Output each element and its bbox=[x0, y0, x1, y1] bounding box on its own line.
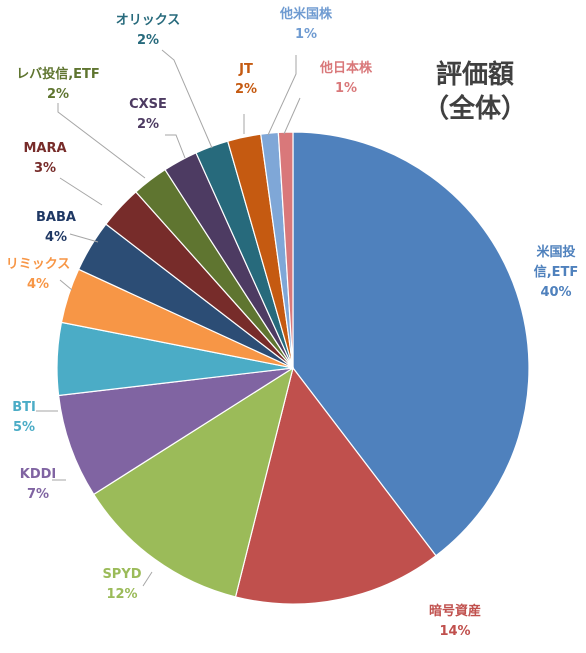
slice-name-4: BTI bbox=[12, 400, 36, 415]
slice-name-11: JT bbox=[238, 62, 253, 77]
pie-slice-3 bbox=[57, 367, 294, 496]
leader-line-9 bbox=[165, 134, 186, 159]
slice-name-2: SPYD bbox=[102, 567, 141, 582]
slice-name-7: MARA bbox=[23, 141, 66, 156]
slice-pct-0: 40% bbox=[540, 285, 571, 300]
leader-line-10 bbox=[161, 49, 213, 149]
slice-name-0: 信,ETF bbox=[534, 264, 579, 280]
slice-label-13: 他日本株 1% bbox=[319, 60, 373, 96]
slice-label-10: オリックス 2% bbox=[116, 13, 181, 48]
slice-pct-11: 2% bbox=[235, 82, 257, 97]
slice-name-8: レバ投信,ETF bbox=[16, 66, 100, 82]
slice-pct-2: 12% bbox=[106, 587, 137, 602]
slice-label-11: JT 2% bbox=[235, 62, 257, 97]
slice-name-3: KDDI bbox=[20, 467, 57, 482]
slice-name-6: BABA bbox=[36, 210, 76, 225]
slice-name-10: オリックス bbox=[116, 13, 181, 28]
slice-pct-5: 4% bbox=[27, 277, 49, 292]
leader-line-7 bbox=[59, 177, 103, 206]
slice-pct-6: 4% bbox=[45, 230, 67, 245]
chart-title-line1: 評価額 bbox=[435, 60, 514, 90]
slice-pct-12: 1% bbox=[295, 27, 317, 42]
slice-name-12: 他米国株 bbox=[279, 6, 333, 22]
leader-line-2 bbox=[142, 571, 153, 587]
chart-title-line2: （全体） bbox=[422, 94, 527, 124]
leader-line-13 bbox=[283, 97, 301, 135]
slice-name-0: 米国投 bbox=[536, 244, 575, 260]
pie-slice-1 bbox=[234, 366, 437, 605]
slice-pct-9: 2% bbox=[137, 117, 159, 132]
pie-slice-13 bbox=[277, 131, 294, 369]
slice-label-2: SPYD 12% bbox=[102, 567, 141, 602]
slice-name-5: リミックス bbox=[6, 257, 71, 272]
slice-name-1: 暗号資産 bbox=[429, 603, 481, 619]
slice-labels: 米国投信,ETF 40% 暗号資産 14% SPYD 12% KDDI 7% BTI 5% リミック… bbox=[6, 6, 579, 639]
slice-label-5: リミックス 4% bbox=[6, 257, 71, 292]
slice-label-9: CXSE 2% bbox=[129, 97, 167, 132]
slice-label-4: BTI 5% bbox=[12, 400, 36, 435]
slice-label-8: レバ投信,ETF 2% bbox=[16, 66, 100, 102]
slice-label-12: 他米国株 1% bbox=[279, 6, 333, 42]
slice-pct-1: 14% bbox=[439, 624, 470, 639]
leader-line-8 bbox=[57, 103, 146, 179]
leader-lines bbox=[36, 49, 301, 587]
slice-name-9: CXSE bbox=[129, 97, 167, 112]
slice-pct-3: 7% bbox=[27, 487, 49, 502]
chart-title: 評価額 （全体） bbox=[405, 58, 545, 126]
slice-label-7: MARA 3% bbox=[23, 141, 66, 176]
slice-label-6: BABA 4% bbox=[36, 210, 76, 245]
slice-pct-10: 2% bbox=[137, 33, 159, 48]
slice-name-13: 他日本株 bbox=[319, 60, 373, 76]
slice-label-0: 米国投信,ETF 40% bbox=[534, 244, 579, 300]
slice-pct-13: 1% bbox=[335, 81, 357, 96]
pie-slice-0 bbox=[292, 131, 530, 557]
slice-label-1: 暗号資産 14% bbox=[429, 603, 481, 639]
slice-pct-8: 2% bbox=[47, 87, 69, 102]
slice-label-3: KDDI 7% bbox=[20, 467, 57, 502]
pie-slices bbox=[56, 131, 530, 605]
slice-pct-7: 3% bbox=[34, 161, 56, 176]
pie-slice-2 bbox=[92, 366, 294, 598]
leader-line-5 bbox=[59, 279, 73, 291]
leader-line-6 bbox=[69, 233, 99, 243]
slice-pct-4: 5% bbox=[13, 420, 35, 435]
leader-line-12 bbox=[267, 55, 297, 136]
